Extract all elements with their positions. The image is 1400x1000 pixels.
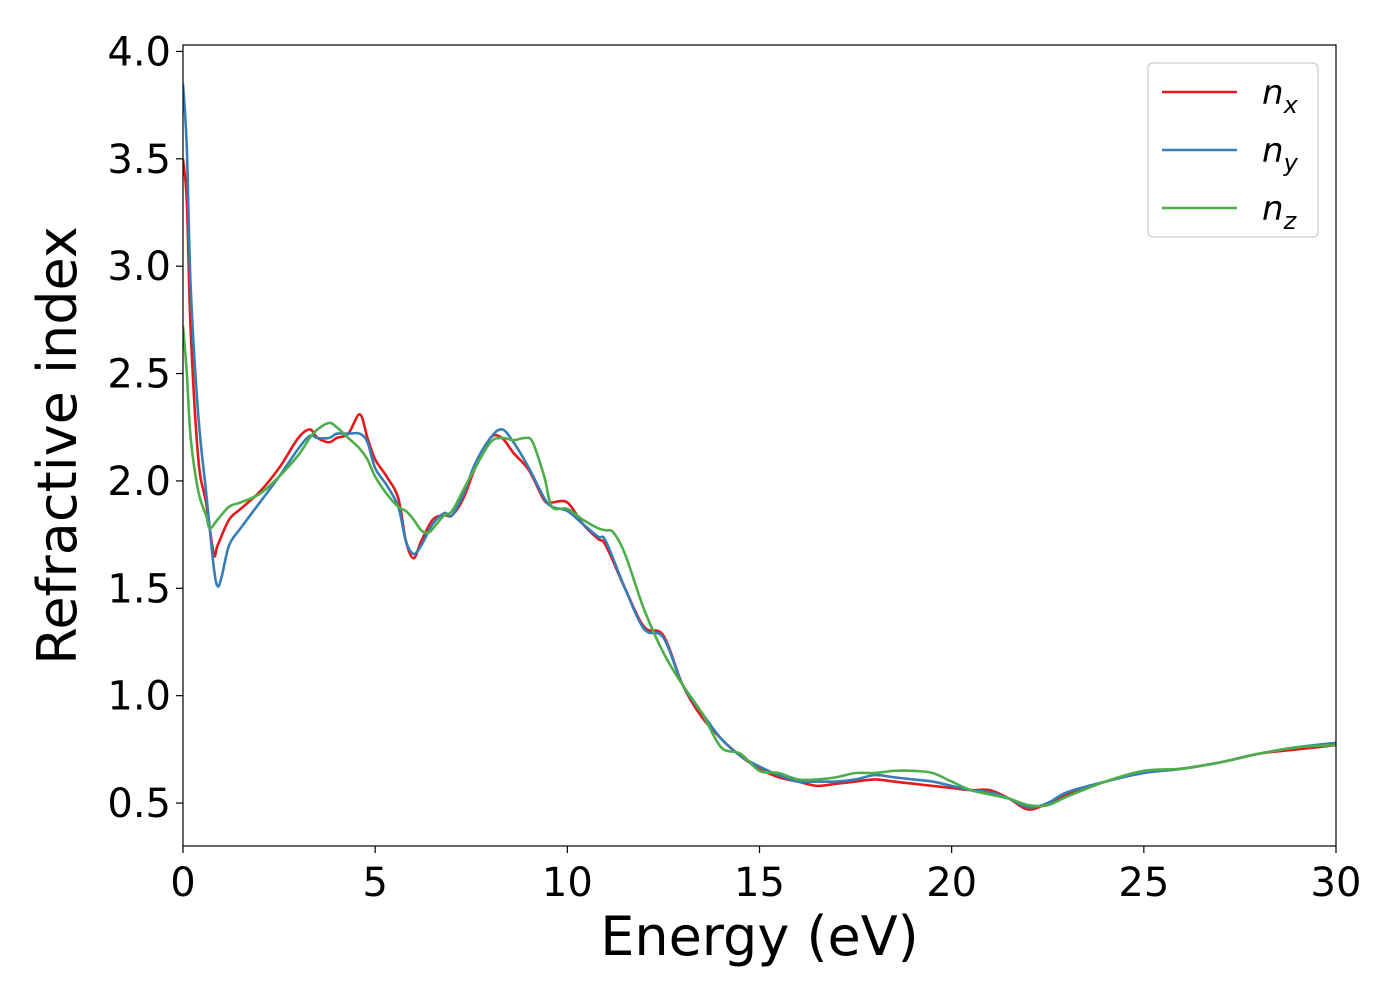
y-tick-label: 3.5 <box>107 137 171 183</box>
series-layer <box>183 83 1336 811</box>
y-tick-label: 1.5 <box>107 566 171 612</box>
series-line-z <box>183 326 1336 808</box>
x-axis-label: Energy (eV) <box>600 905 919 968</box>
y-tick-label: 2.5 <box>107 352 171 398</box>
x-tick-label: 20 <box>926 860 977 906</box>
y-tick-label: 1.0 <box>107 674 171 720</box>
x-tick-label: 10 <box>542 860 593 906</box>
legend-label-z: nz <box>1262 189 1298 235</box>
y-axis-label: Refractive index <box>26 226 89 665</box>
x-tick-label: 30 <box>1311 860 1362 906</box>
x-tick-label: 15 <box>734 860 785 906</box>
x-tick-label: 0 <box>170 860 195 906</box>
y-tick-label: 2.0 <box>107 459 171 505</box>
y-tick-label: 0.5 <box>107 781 171 827</box>
y-axis-ticks: 0.5 1.0 1.5 2.0 2.5 3.0 3.5 4.0 <box>107 29 183 827</box>
x-tick-label: 25 <box>1118 860 1169 906</box>
y-tick-label: 4.0 <box>107 29 171 75</box>
x-tick-label: 5 <box>362 860 387 906</box>
legend: nx ny nz <box>1147 62 1319 238</box>
legend-label-y: ny <box>1262 131 1299 177</box>
legend-label-x: nx <box>1262 73 1299 119</box>
y-tick-label: 3.0 <box>107 244 171 290</box>
x-axis-ticks: 0 5 10 15 20 25 30 <box>170 846 1361 906</box>
